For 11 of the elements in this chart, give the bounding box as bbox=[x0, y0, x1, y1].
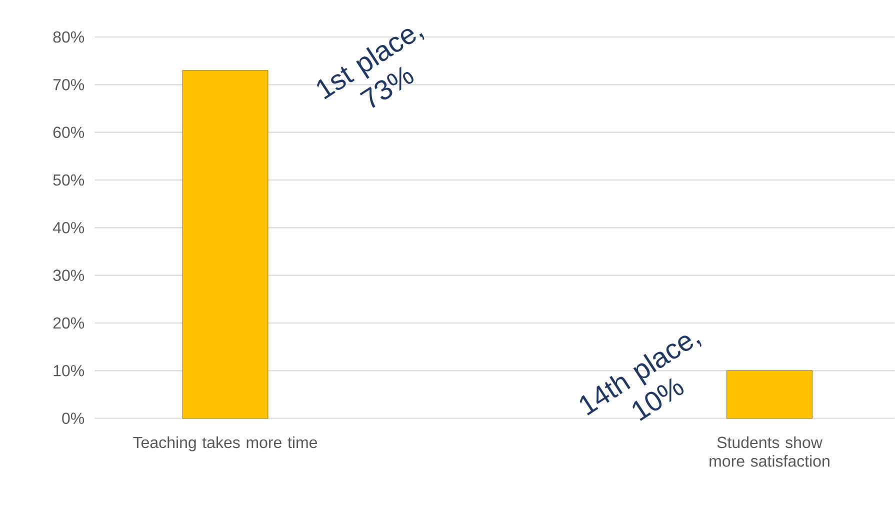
x-tick-label: Teaching takes more time bbox=[133, 436, 318, 452]
y-tick-label: 30% bbox=[53, 270, 84, 281]
y-tick-label: 0% bbox=[62, 412, 84, 424]
y-tick-label: 40% bbox=[52, 222, 84, 234]
y-tick-label: 20% bbox=[53, 317, 84, 329]
y-tick-label: 80% bbox=[53, 31, 84, 43]
y-tick-label: 60% bbox=[53, 126, 84, 138]
y-tick-label: 50% bbox=[53, 174, 84, 186]
y-tick-label: 10% bbox=[54, 365, 84, 376]
x-tick-label: Students show more satisfaction bbox=[710, 436, 830, 467]
y-tick-label: 70% bbox=[53, 79, 84, 90]
